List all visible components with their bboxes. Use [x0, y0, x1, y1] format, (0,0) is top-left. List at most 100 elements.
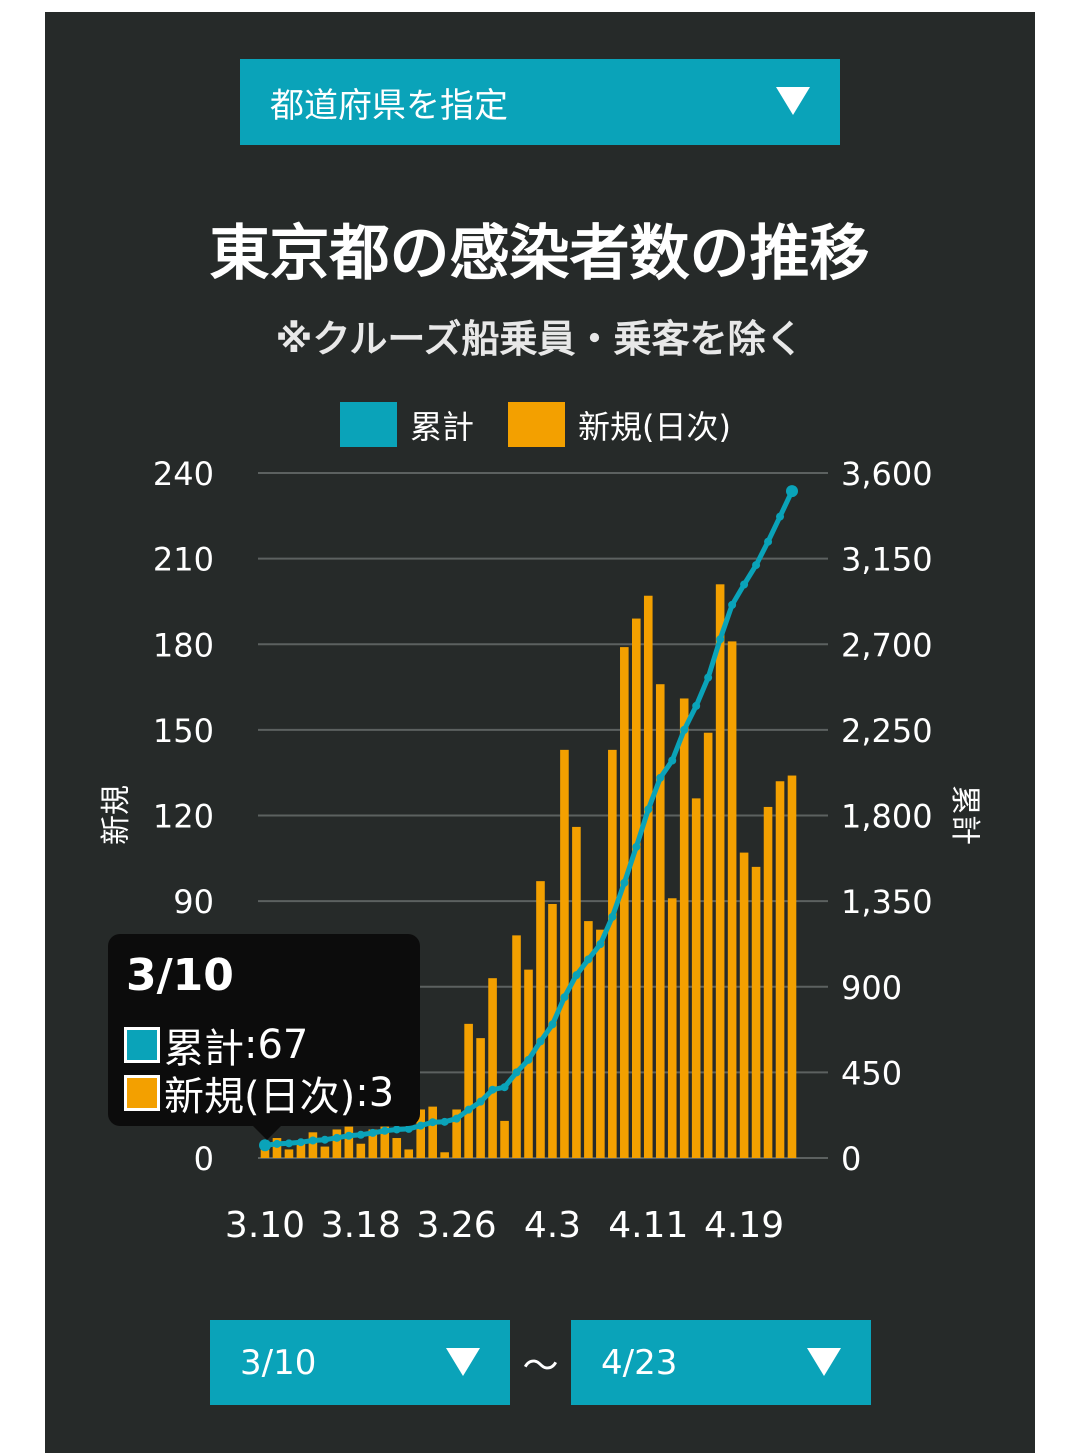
- point-cumulative-3/18[interactable]: [356, 1130, 365, 1139]
- bar-new-3/20[interactable]: [380, 1126, 390, 1158]
- left-tick-label: 0: [194, 1140, 214, 1178]
- bar-new-3/18[interactable]: [356, 1143, 366, 1158]
- bar-new-3/23[interactable]: [416, 1109, 426, 1158]
- right-tick-label: 900: [841, 969, 902, 1007]
- point-cumulative-4/1[interactable]: [524, 1055, 533, 1064]
- bar-new-4/19[interactable]: [739, 852, 749, 1158]
- bar-new-3/30[interactable]: [500, 1120, 509, 1158]
- bar-new-4/3[interactable]: [548, 903, 557, 1158]
- bar-new-4/6[interactable]: [584, 921, 593, 1158]
- point-cumulative-4/18[interactable]: [728, 600, 737, 609]
- tooltip-date: 3/10: [126, 950, 234, 1001]
- point-cumulative-3/30[interactable]: [500, 1083, 509, 1092]
- bar-new-3/13[interactable]: [296, 1140, 306, 1158]
- point-cumulative-4/4[interactable]: [560, 993, 569, 1002]
- bar-new-4/4[interactable]: [560, 749, 569, 1158]
- bar-new-4/21[interactable]: [763, 806, 773, 1158]
- bar-new-4/7[interactable]: [596, 929, 605, 1158]
- point-cumulative-4/7[interactable]: [596, 940, 605, 949]
- bar-new-4/22[interactable]: [775, 781, 785, 1158]
- bar-new-4/15[interactable]: [691, 798, 701, 1158]
- point-cumulative-3/25[interactable]: [440, 1117, 449, 1126]
- point-cumulative-3/28[interactable]: [476, 1097, 485, 1106]
- tooltip-row-cumulative: 累計: 67: [124, 1016, 308, 1074]
- bar-new-3/25[interactable]: [440, 1152, 449, 1158]
- point-cumulative-4/3[interactable]: [548, 1020, 557, 1029]
- point-cumulative-4/15[interactable]: [692, 701, 701, 710]
- bar-new-3/22[interactable]: [404, 1149, 414, 1158]
- bar-new-4/13[interactable]: [667, 898, 677, 1158]
- point-cumulative-3/22[interactable]: [404, 1124, 413, 1133]
- bar-new-4/20[interactable]: [751, 866, 761, 1158]
- point-cumulative-4/11[interactable]: [644, 805, 653, 814]
- point-cumulative-3/23[interactable]: [416, 1121, 425, 1130]
- bar-new-4/11[interactable]: [643, 595, 653, 1158]
- bar-new-4/8[interactable]: [608, 749, 617, 1158]
- bar-new-4/12[interactable]: [655, 684, 665, 1158]
- point-cumulative-3/15[interactable]: [320, 1135, 329, 1144]
- end-date-select[interactable]: 4/23: [571, 1320, 871, 1405]
- left-tick-label: 150: [153, 712, 214, 750]
- bar-new-3/21[interactable]: [392, 1138, 402, 1158]
- bar-new-4/23[interactable]: [787, 775, 797, 1158]
- bar-new-4/14[interactable]: [679, 698, 689, 1158]
- bar-new-3/19[interactable]: [368, 1129, 378, 1158]
- point-cumulative-4/12[interactable]: [656, 773, 665, 782]
- point-cumulative-4/14[interactable]: [680, 725, 689, 734]
- bar-new-3/11[interactable]: [272, 1138, 282, 1158]
- bar-new-4/2[interactable]: [536, 881, 545, 1158]
- prefecture-select[interactable]: 都道府県を指定: [240, 59, 840, 145]
- point-cumulative-3/10[interactable]: [259, 1139, 271, 1152]
- bar-new-4/16[interactable]: [703, 732, 713, 1158]
- point-cumulative-4/5[interactable]: [572, 971, 581, 980]
- point-cumulative-3/21[interactable]: [392, 1125, 401, 1134]
- bar-new-3/31[interactable]: [512, 935, 521, 1158]
- bar-new-3/10[interactable]: [260, 1149, 270, 1158]
- bar-new-3/26[interactable]: [452, 1109, 461, 1158]
- point-cumulative-4/22[interactable]: [776, 512, 785, 521]
- point-cumulative-3/31[interactable]: [512, 1068, 521, 1077]
- bar-new-3/29[interactable]: [488, 978, 497, 1158]
- start-date-select[interactable]: 3/10: [210, 1320, 510, 1405]
- point-cumulative-3/16[interactable]: [332, 1133, 341, 1142]
- point-cumulative-4/2[interactable]: [536, 1037, 545, 1046]
- x-tick-label: 4.19: [704, 1205, 784, 1246]
- bar-new-3/24[interactable]: [428, 1106, 437, 1158]
- point-cumulative-3/14[interactable]: [308, 1136, 317, 1145]
- bar-new-3/14[interactable]: [308, 1132, 318, 1158]
- point-cumulative-3/26[interactable]: [452, 1114, 461, 1123]
- point-cumulative-3/11[interactable]: [272, 1139, 281, 1148]
- point-cumulative-4/6[interactable]: [584, 955, 593, 964]
- point-cumulative-4/19[interactable]: [740, 580, 749, 589]
- point-cumulative-4/8[interactable]: [608, 912, 617, 921]
- point-cumulative-3/12[interactable]: [284, 1139, 293, 1148]
- bar-new-3/27[interactable]: [464, 1023, 473, 1158]
- bar-new-3/12[interactable]: [284, 1149, 294, 1158]
- point-cumulative-4/9[interactable]: [620, 878, 629, 887]
- bar-new-4/9[interactable]: [620, 647, 629, 1158]
- chart-title: 東京都の感染者数の推移: [209, 219, 870, 289]
- point-cumulative-4/13[interactable]: [668, 756, 677, 765]
- left-tick-label: 180: [153, 626, 214, 664]
- bar-new-4/18[interactable]: [727, 641, 737, 1158]
- bar-new-3/16[interactable]: [332, 1129, 342, 1158]
- point-cumulative-3/27[interactable]: [464, 1105, 473, 1114]
- tooltip-new-value: 3: [368, 1070, 395, 1116]
- point-cumulative-3/20[interactable]: [380, 1126, 389, 1135]
- point-cumulative-3/29[interactable]: [488, 1085, 497, 1094]
- point-cumulative-4/10[interactable]: [632, 842, 641, 851]
- point-cumulative-3/17[interactable]: [344, 1131, 353, 1140]
- point-cumulative-4/21[interactable]: [764, 537, 773, 546]
- bar-new-3/17[interactable]: [344, 1126, 354, 1158]
- bar-new-4/17[interactable]: [715, 584, 725, 1158]
- point-cumulative-4/23[interactable]: [786, 485, 798, 498]
- bar-new-3/15[interactable]: [320, 1146, 330, 1158]
- point-cumulative-3/19[interactable]: [368, 1128, 377, 1137]
- bar-new-4/10[interactable]: [631, 618, 641, 1158]
- point-cumulative-4/16[interactable]: [704, 673, 713, 682]
- point-cumulative-3/24[interactable]: [428, 1118, 437, 1127]
- point-cumulative-4/17[interactable]: [716, 635, 725, 644]
- bar-new-4/5[interactable]: [572, 826, 581, 1158]
- point-cumulative-4/20[interactable]: [752, 561, 761, 570]
- point-cumulative-3/13[interactable]: [296, 1138, 305, 1147]
